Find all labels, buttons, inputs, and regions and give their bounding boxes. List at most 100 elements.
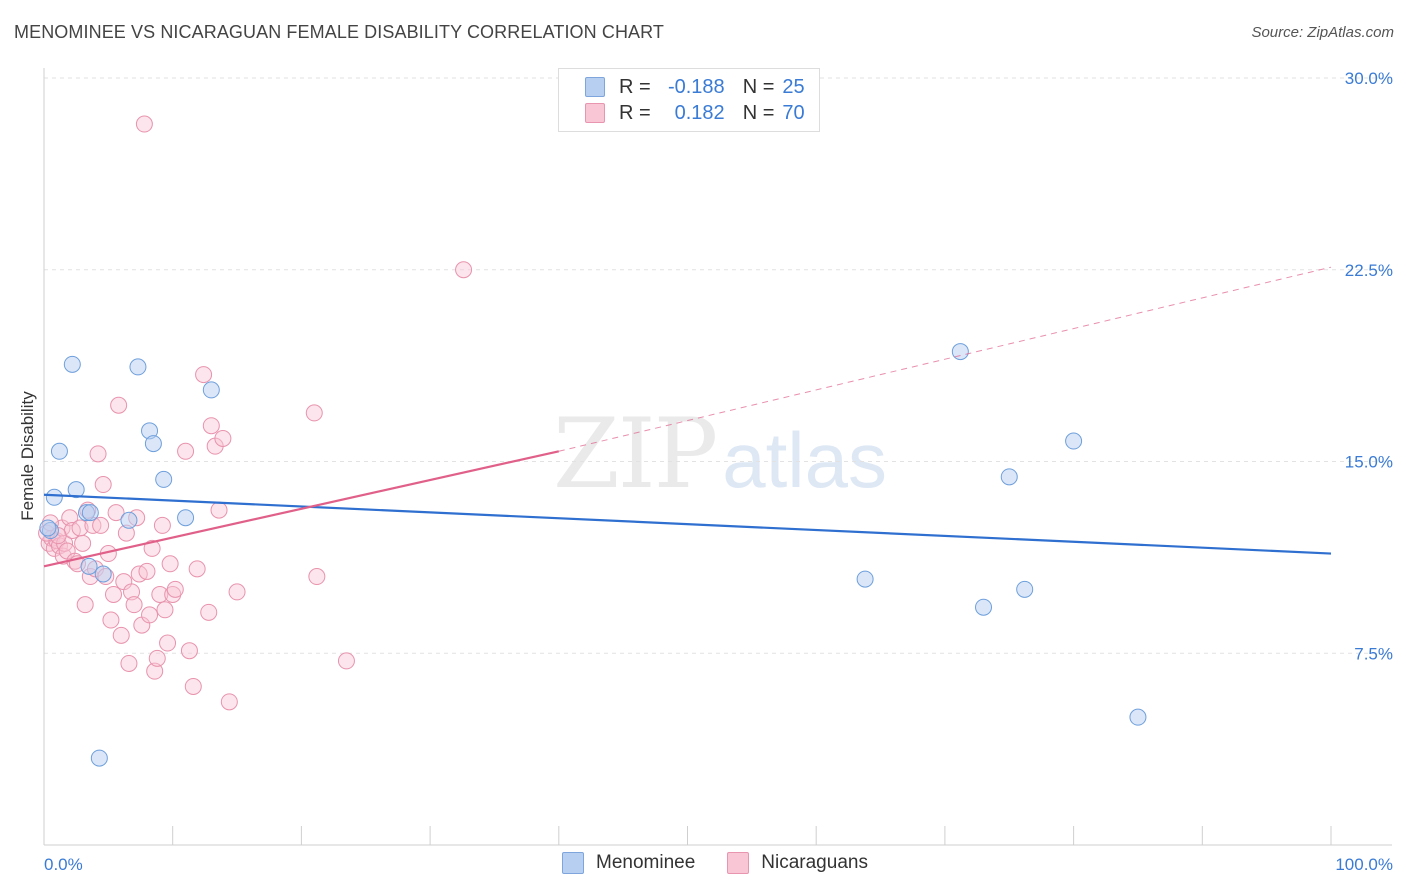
nicaraguans-point xyxy=(92,516,110,534)
menominee-point xyxy=(177,509,195,527)
menominee-point xyxy=(144,435,162,453)
nicaraguans-point xyxy=(148,649,166,667)
legend-label: Menominee xyxy=(596,852,696,873)
watermark: ZIPatlas xyxy=(553,398,887,510)
menominee-point xyxy=(50,442,68,460)
nicaraguans-point xyxy=(220,693,238,711)
r-label: R = xyxy=(619,75,651,98)
nicaraguans-point xyxy=(143,539,161,557)
nicaraguans-point xyxy=(120,654,138,672)
nicaraguans-point xyxy=(305,404,323,422)
nicaraguans-point xyxy=(135,115,153,133)
nicaraguans-point xyxy=(61,509,79,527)
nicaraguans-point xyxy=(141,606,159,624)
watermark-zip: ZIP xyxy=(553,398,718,510)
nicaraguans-point xyxy=(110,396,128,414)
nicaraguans-point xyxy=(151,585,169,603)
menominee-point xyxy=(45,488,63,506)
legend-item-nicaraguans[interactable]: Nicaraguans xyxy=(727,852,868,874)
nicaraguans-point xyxy=(202,417,220,435)
nicaraguans-point xyxy=(184,677,202,695)
y-tick-label: 15.0% xyxy=(1345,453,1393,472)
y-axis-label: Female Disability xyxy=(18,391,37,521)
nicaraguans-point xyxy=(177,442,195,460)
nicaraguans-point xyxy=(214,429,232,447)
x-tick-label: 0.0% xyxy=(44,855,83,874)
nicaraguans-point xyxy=(146,662,164,680)
legend-item-menominee[interactable]: Menominee xyxy=(562,852,695,874)
menominee-point xyxy=(39,519,57,537)
menominee-point xyxy=(1129,708,1147,726)
nicaraguans-point xyxy=(76,596,94,614)
menominee-point xyxy=(94,565,112,583)
legend-row-nicaraguans: R = 0.182 N = 70 xyxy=(585,101,805,125)
menominee-swatch xyxy=(562,852,584,874)
n-label: N = xyxy=(742,101,775,124)
nicaraguans-swatch xyxy=(585,103,605,123)
nicaraguans-point xyxy=(164,585,182,603)
x-tick-label: 100.0% xyxy=(1335,855,1393,874)
nicaraguans-trend-extension xyxy=(558,266,1332,452)
chart-title: MENOMINEE VS NICARAGUAN FEMALE DISABILIT… xyxy=(14,22,665,42)
menominee-point xyxy=(1065,432,1083,450)
nicaraguans-point xyxy=(156,601,174,619)
menominee-point xyxy=(129,358,147,376)
menominee-point xyxy=(81,504,99,522)
r-value: 0.182 xyxy=(674,101,725,124)
nicaraguans-point xyxy=(112,626,130,644)
series-legend: Menominee Nicaraguans xyxy=(562,852,900,874)
nicaraguans-point xyxy=(228,583,246,601)
nicaraguans-point xyxy=(455,261,473,279)
menominee-point xyxy=(856,570,874,588)
menominee-point xyxy=(63,355,81,373)
nicaraguans-point xyxy=(308,568,326,586)
nicaraguans-point xyxy=(195,366,213,384)
nicaraguans-point xyxy=(74,534,92,552)
nicaraguans-point xyxy=(138,562,156,580)
nicaraguans-point xyxy=(89,445,107,463)
nicaraguans-point xyxy=(123,583,141,601)
nicaraguans-point xyxy=(188,560,206,578)
menominee-point xyxy=(90,749,108,767)
y-tick-label: 30.0% xyxy=(1345,69,1393,88)
n-value: 70 xyxy=(782,101,805,124)
y-tick-label: 22.5% xyxy=(1345,261,1393,280)
nicaraguans-point xyxy=(337,652,355,670)
menominee-point xyxy=(975,598,993,616)
r-value: -0.188 xyxy=(667,75,725,98)
nicaraguans-point xyxy=(125,596,143,614)
menominee-trend-line xyxy=(43,493,1332,555)
menominee-point xyxy=(67,481,85,499)
legend-row-menominee: R = -0.188 N = 25 xyxy=(585,75,805,99)
stats-legend: R = -0.188 N = 25 R = 0.182 N = 70 xyxy=(558,68,820,132)
nicaraguans-point xyxy=(102,611,120,629)
nicaraguans-point xyxy=(159,634,177,652)
legend-label: Nicaraguans xyxy=(761,852,868,873)
menominee-point xyxy=(1000,468,1018,486)
menominee-point xyxy=(155,470,173,488)
nicaraguans-trend-line xyxy=(43,450,560,568)
nicaraguans-point xyxy=(200,603,218,621)
menominee-point xyxy=(1016,580,1034,598)
n-label: N = xyxy=(742,75,775,98)
n-value: 25 xyxy=(782,75,805,98)
nicaraguans-point xyxy=(161,555,179,573)
source-label: Source: ZipAtlas.com xyxy=(1251,24,1394,41)
menominee-point xyxy=(80,557,98,575)
nicaraguans-point xyxy=(166,580,184,598)
nicaraguans-point xyxy=(94,476,112,494)
nicaraguans-swatch xyxy=(727,852,750,874)
y-tick-label: 7.5% xyxy=(1354,644,1393,663)
nicaraguans-point xyxy=(107,504,125,522)
menominee-point xyxy=(202,381,220,399)
menominee-point xyxy=(951,343,969,361)
watermark-atlas: atlas xyxy=(722,416,887,504)
menominee-swatch xyxy=(585,77,605,97)
r-label: R = xyxy=(619,101,651,124)
nicaraguans-point xyxy=(153,516,171,534)
nicaraguans-point xyxy=(180,642,198,660)
menominee-point xyxy=(120,511,138,529)
nicaraguans-point xyxy=(104,585,122,603)
nicaraguans-point xyxy=(210,501,228,519)
